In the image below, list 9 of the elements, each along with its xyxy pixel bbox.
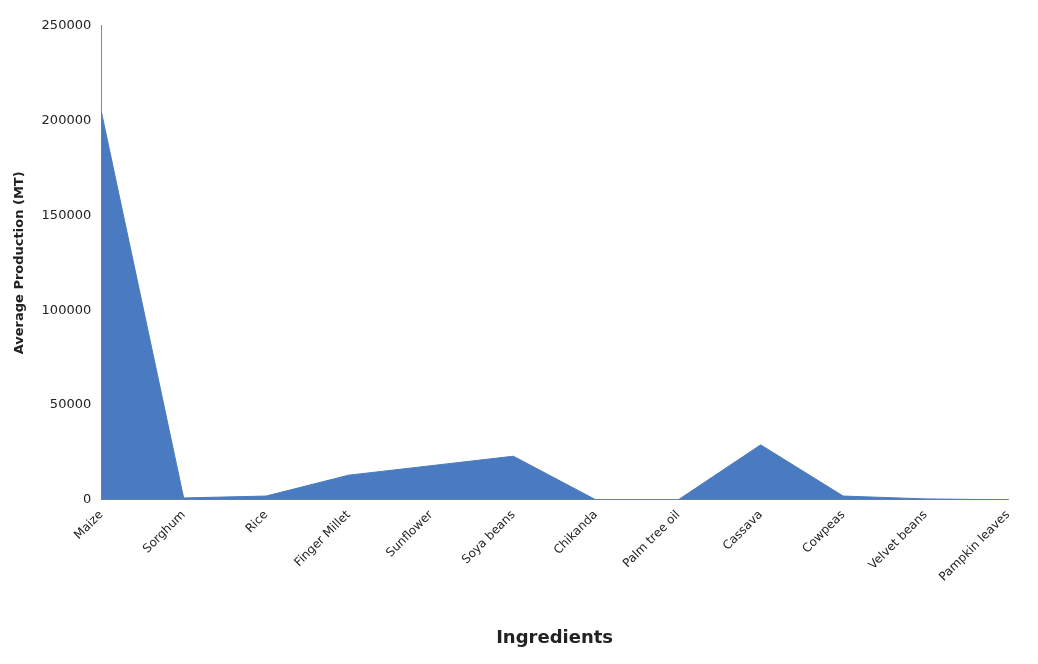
y-tick-label: 0 <box>82 491 92 507</box>
x-axis-title: Ingredients <box>496 625 614 647</box>
y-tick-label: 200000 <box>41 111 92 127</box>
y-tick-label: 50000 <box>49 396 92 412</box>
y-tick-label: 100000 <box>41 301 92 317</box>
y-tick-label: 250000 <box>41 17 92 33</box>
y-axis-title: Average Production (MT) <box>11 171 27 355</box>
x-tick-label: Rice <box>242 507 271 536</box>
y-tick-label: 150000 <box>41 206 92 222</box>
